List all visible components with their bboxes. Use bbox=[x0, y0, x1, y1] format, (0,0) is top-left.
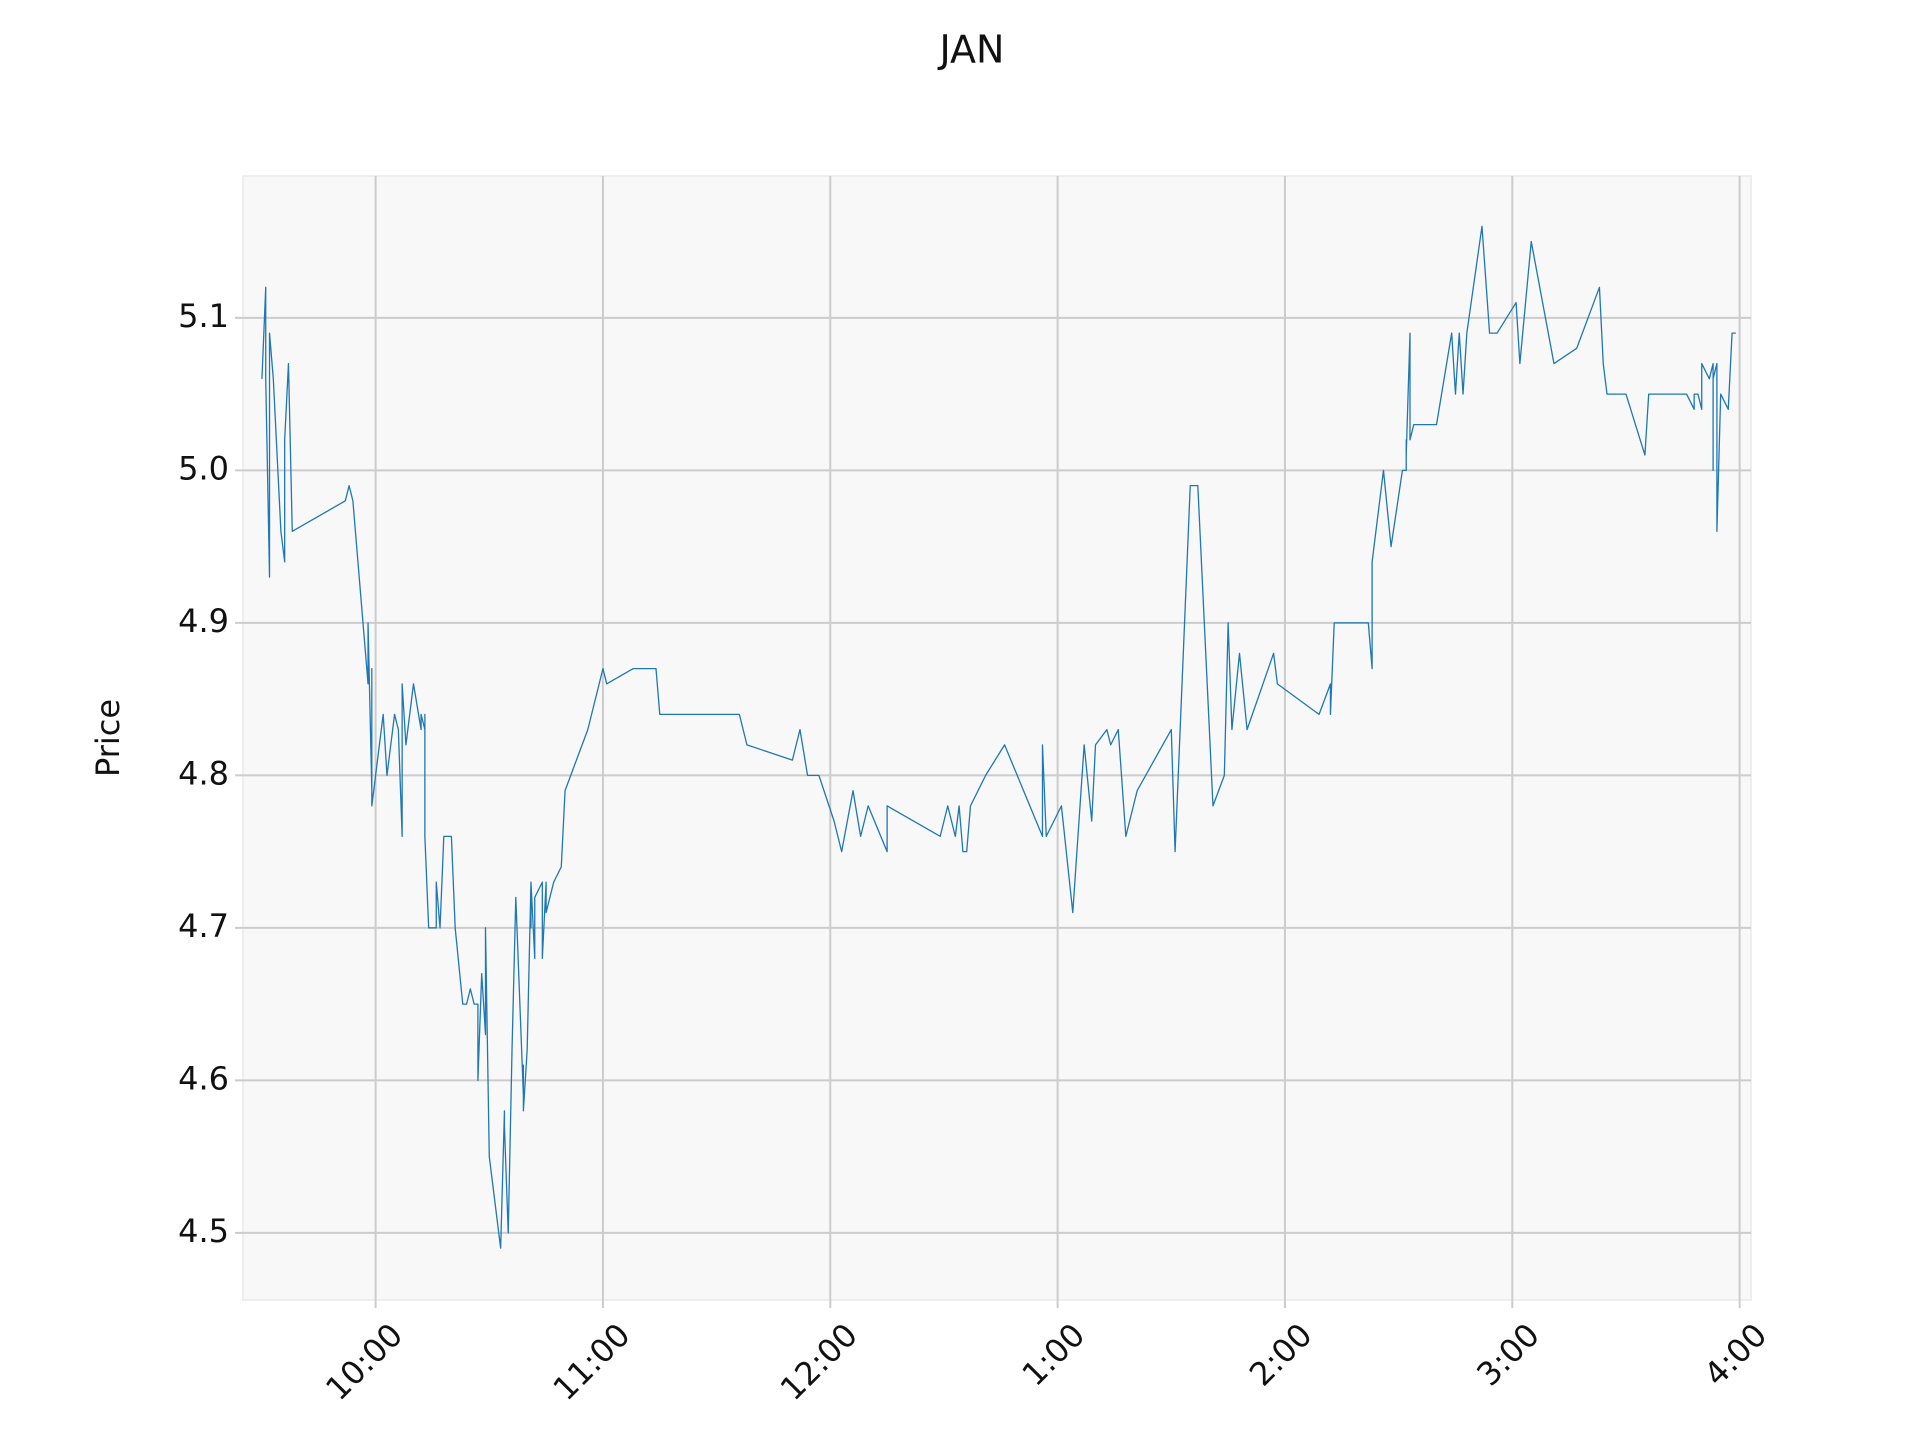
x-tick-label: 10:00 bbox=[318, 1316, 410, 1408]
y-tick-label: 4.8 bbox=[178, 754, 229, 792]
price-line bbox=[261, 225, 1736, 1249]
y-tick-label: 4.6 bbox=[178, 1059, 229, 1097]
x-tick-label: 3:00 bbox=[1469, 1316, 1547, 1394]
x-tick-label: 12:00 bbox=[773, 1316, 865, 1408]
x-tick-label: 2:00 bbox=[1242, 1316, 1320, 1394]
plot-area bbox=[242, 175, 1752, 1301]
chart-title: JAN bbox=[938, 28, 1005, 72]
y-tick-label: 5.1 bbox=[178, 297, 229, 335]
y-tick-label: 5.0 bbox=[178, 449, 229, 487]
x-tick-label: 11:00 bbox=[545, 1316, 637, 1408]
y-tick-label: 4.9 bbox=[178, 602, 229, 640]
y-tick-label: 4.5 bbox=[178, 1212, 229, 1250]
y-tick-label: 4.7 bbox=[178, 907, 229, 945]
x-tick-label: 4:00 bbox=[1697, 1316, 1775, 1394]
y-axis-label: Price bbox=[89, 699, 127, 777]
x-tick-label: 1:00 bbox=[1015, 1316, 1093, 1394]
